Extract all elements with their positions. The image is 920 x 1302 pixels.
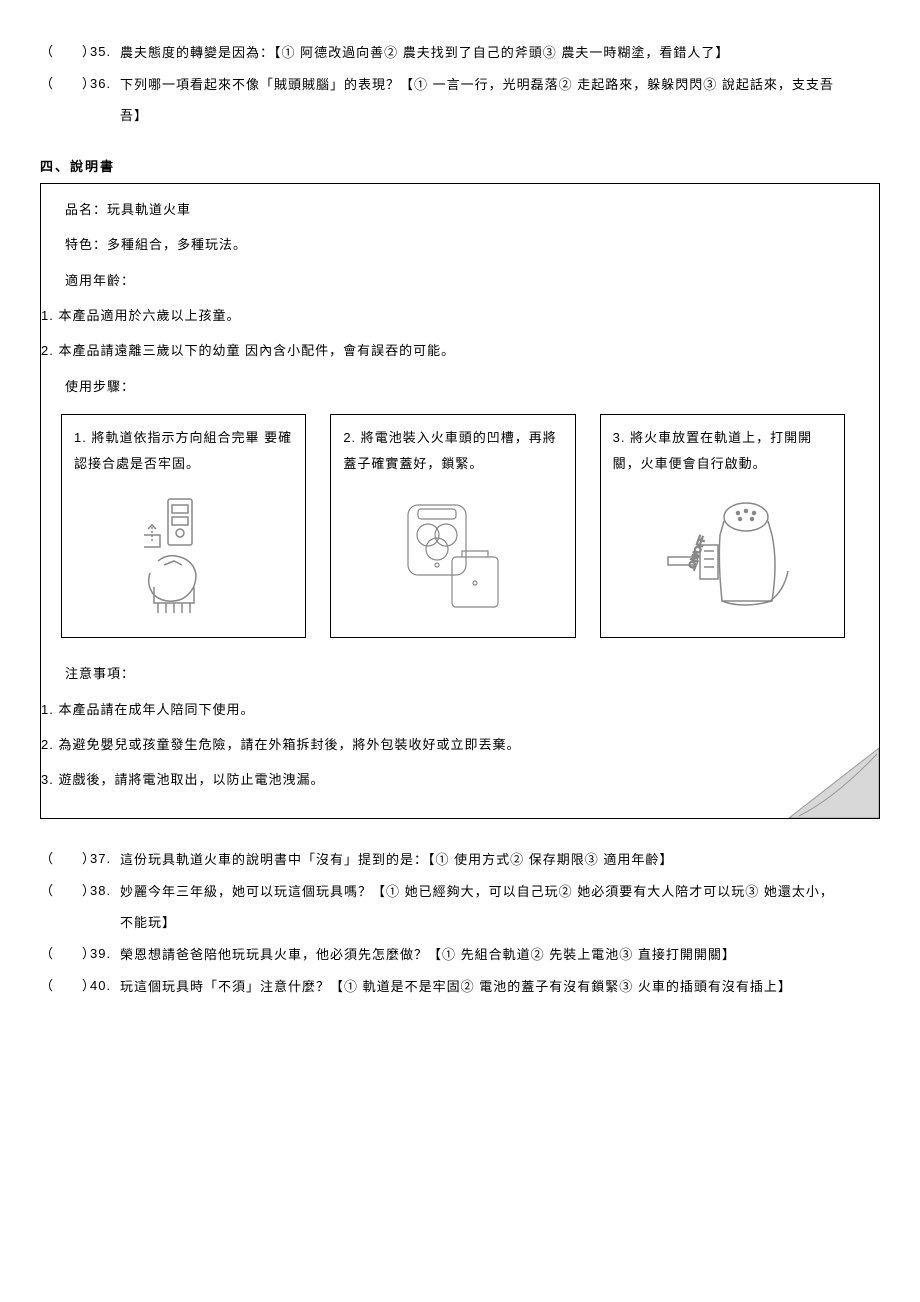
question-38: （ ） 38. 妙麗今年三年級，她可以玩這個玩具嗎？【① 她已經夠大，可以自己玩… xyxy=(40,879,880,905)
step-1: 1. 將軌道依指示方向組合完畢 要確認接合處是否牢固。 xyxy=(61,414,306,638)
question-number: 35. xyxy=(90,40,120,66)
question-number: 39. xyxy=(90,942,120,968)
paren: （ ） xyxy=(40,942,90,968)
step-3-text: 3. 將火車放置在軌道上，打開開關，火車便會自行啟動。 xyxy=(613,425,832,477)
question-35: （ ） 35. 農夫態度的轉變是因為：【① 阿德改過向善② 農夫找到了自己的斧頭… xyxy=(40,40,880,66)
step-3: 3. 將火車放置在軌道上，打開開關，火車便會自行啟動。 ON/OFF xyxy=(600,414,845,638)
manual-feature: 特色：多種組合，多種玩法。 xyxy=(41,233,865,256)
question-text: 農夫態度的轉變是因為：【① 阿德改過向善② 農夫找到了自己的斧頭③ 農夫一時糊塗… xyxy=(120,40,880,66)
steps-row: 1. 將軌道依指示方向組合完畢 要確認接合處是否牢固。 xyxy=(41,410,865,650)
age-item-2: 2. 本產品請遠離三歲以下的幼童 因內含小配件，會有誤吞的可能。 xyxy=(41,339,865,362)
paren: （ ） xyxy=(40,974,90,1000)
feature-label: 特色： xyxy=(65,237,107,252)
question-37: （ ） 37. 這份玩具軌道火車的說明書中「沒有」提到的是：【① 使用方式② 保… xyxy=(40,847,880,873)
paren: （ ） xyxy=(40,847,90,873)
section-title: 四、說明書 xyxy=(40,155,880,178)
step-1-text: 1. 將軌道依指示方向組合完畢 要確認接合處是否牢固。 xyxy=(74,425,293,477)
question-text: 玩這個玩具時「不須」注意什麼？【① 軌道是不是牢固② 電池的蓋子有沒有鎖緊③ 火… xyxy=(120,974,880,1000)
step-1-image xyxy=(74,485,293,627)
question-36: （ ） 36. 下列哪一項看起來不像「賊頭賊腦」的表現？【① 一言一行，光明磊落… xyxy=(40,72,880,98)
question-text: 下列哪一項看起來不像「賊頭賊腦」的表現？【① 一言一行，光明磊落② 走起路來，躲… xyxy=(120,72,880,98)
page-fold-icon xyxy=(789,748,879,818)
note-3: 3. 遊戲後，請將電池取出，以防止電池洩漏。 xyxy=(41,768,865,791)
question-38-cont: 不能玩】 xyxy=(40,911,880,934)
step-2: 2. 將電池裝入火車頭的凹槽，再將蓋子確實蓋好，鎖緊。 xyxy=(330,414,575,638)
manual-box: 品名：玩具軌道火車 特色：多種組合，多種玩法。 適用年齡： 1. 本產品適用於六… xyxy=(40,183,880,819)
paren: （ ） xyxy=(40,72,90,98)
age-label: 適用年齡： xyxy=(41,269,865,292)
notes-label: 注意事項： xyxy=(41,662,865,685)
manual-name: 品名：玩具軌道火車 xyxy=(41,198,865,221)
question-40: （ ） 40. 玩這個玩具時「不須」注意什麼？【① 軌道是不是牢固② 電池的蓋子… xyxy=(40,974,880,1000)
age-item-1: 1. 本產品適用於六歲以上孩童。 xyxy=(41,304,865,327)
name-value: 玩具軌道火車 xyxy=(107,202,191,217)
note-1: 1. 本產品請在成年人陪同下使用。 xyxy=(41,698,865,721)
question-number: 37. xyxy=(90,847,120,873)
name-label: 品名： xyxy=(65,202,107,217)
note-2: 2. 為避免嬰兒或孩童發生危險，請在外箱拆封後，將外包裝收好或立即丟棄。 xyxy=(41,733,865,756)
question-number: 36. xyxy=(90,72,120,98)
feature-value: 多種組合，多種玩法。 xyxy=(107,237,247,252)
step-3-image: ON/OFF xyxy=(613,485,832,627)
question-number: 40. xyxy=(90,974,120,1000)
step-2-image xyxy=(343,485,562,627)
paren: （ ） xyxy=(40,879,90,905)
steps-label: 使用步驟： xyxy=(41,375,865,398)
question-text: 這份玩具軌道火車的說明書中「沒有」提到的是：【① 使用方式② 保存期限③ 適用年… xyxy=(120,847,880,873)
step-2-text: 2. 將電池裝入火車頭的凹槽，再將蓋子確實蓋好，鎖緊。 xyxy=(343,425,562,477)
question-text: 妙麗今年三年級，她可以玩這個玩具嗎？【① 她已經夠大，可以自己玩② 她必須要有大… xyxy=(120,879,880,905)
question-text: 榮恩想請爸爸陪他玩玩具火車，他必須先怎麼做？【① 先組合軌道② 先裝上電池③ 直… xyxy=(120,942,880,968)
question-36-cont: 吾】 xyxy=(40,104,880,127)
question-39: （ ） 39. 榮恩想請爸爸陪他玩玩具火車，他必須先怎麼做？【① 先組合軌道② … xyxy=(40,942,880,968)
question-number: 38. xyxy=(90,879,120,905)
paren: （ ） xyxy=(40,40,90,66)
